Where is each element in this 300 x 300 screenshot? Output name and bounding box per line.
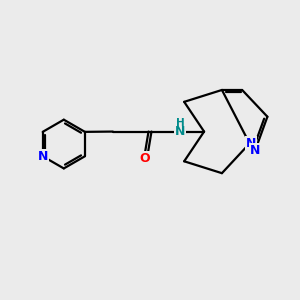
Text: O: O: [140, 152, 150, 165]
Text: N: N: [246, 137, 256, 150]
Text: N: N: [175, 125, 185, 138]
Text: N: N: [38, 150, 48, 163]
Text: H: H: [176, 118, 185, 128]
Text: N: N: [250, 144, 261, 158]
